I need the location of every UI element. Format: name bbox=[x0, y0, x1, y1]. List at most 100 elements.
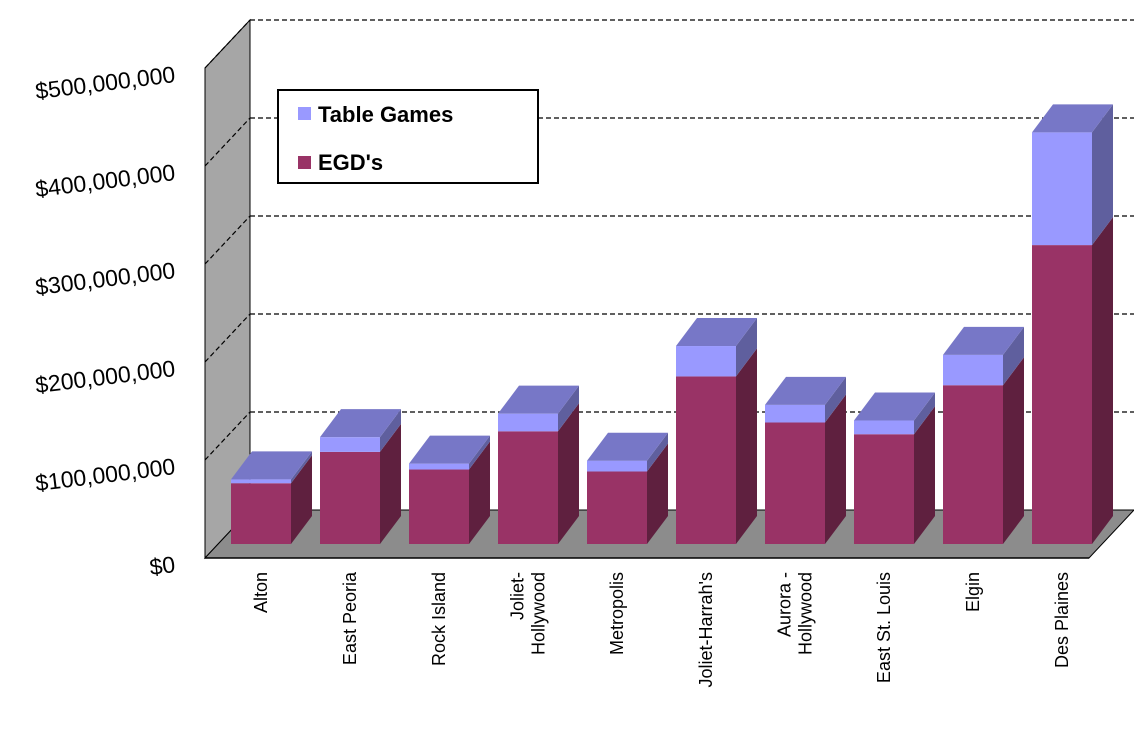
bar-rock-island bbox=[409, 435, 490, 544]
bar-egds-east-peoria-front bbox=[320, 451, 380, 544]
x-tick-label-line: Joliet-Harrah's bbox=[696, 572, 716, 687]
bars bbox=[231, 104, 1113, 544]
bar-egds-joliet-hollywood-front bbox=[498, 431, 558, 544]
bar-table-games-east-peoria-top bbox=[320, 409, 401, 438]
bar-table-games-alton-side bbox=[291, 451, 312, 484]
bar-egds-metropolis-front bbox=[587, 471, 647, 544]
y-tick-label: $500,000,000 bbox=[34, 61, 177, 104]
bar-table-games-aurora-hollywood-top bbox=[765, 376, 846, 405]
bar-egds-east-peoria-side bbox=[380, 423, 401, 544]
bar-table-games-metropolis-front bbox=[587, 460, 647, 472]
bar-egds-east-st-louis-front bbox=[854, 434, 914, 544]
x-tick-label-line: Aurora - bbox=[775, 572, 795, 637]
bar-table-games-aurora-hollywood-side bbox=[825, 376, 846, 423]
bar-table-games-joliet-hollywood-side bbox=[558, 385, 579, 432]
bar-des-plaines bbox=[1032, 104, 1113, 544]
x-tick-label-line: East Peoria bbox=[340, 571, 360, 665]
x-axis: Alton East Peoria Rock Island Joliet-Hollyw… bbox=[251, 571, 1072, 687]
x-tick-label-line: Des Plaines bbox=[1052, 572, 1072, 668]
bar-aurora-hollywood bbox=[765, 376, 846, 544]
y-tick-label: $0 bbox=[148, 551, 177, 580]
y-tick-label: $100,000,000 bbox=[34, 453, 177, 496]
x-tick-label-line: Hollywood bbox=[529, 572, 549, 655]
bar-table-games-aurora-hollywood-front bbox=[765, 404, 825, 423]
bar-table-games-elgin-front bbox=[943, 354, 1003, 386]
bar-table-games-joliet-harrah-s-side bbox=[736, 318, 757, 377]
bar-east-peoria bbox=[320, 409, 401, 544]
y-tick-label: $400,000,000 bbox=[34, 159, 177, 202]
bar-alton bbox=[231, 451, 312, 544]
bar-egds-des-plaines-side bbox=[1092, 217, 1113, 544]
bar-egds-des-plaines-front bbox=[1032, 245, 1092, 544]
x-tick-label-line: East St. Louis bbox=[874, 572, 894, 683]
bar-table-games-joliet-hollywood-front bbox=[498, 413, 558, 432]
legend-swatch-table-games bbox=[298, 107, 311, 120]
bar-egds-elgin-side bbox=[1003, 357, 1024, 544]
bar-metropolis bbox=[587, 432, 668, 544]
bar-egds-joliet-hollywood-side bbox=[558, 403, 579, 544]
x-tick-label-line: Rock Island bbox=[429, 572, 449, 666]
gridline-side bbox=[204, 313, 251, 363]
legend: Table Games EGD's bbox=[277, 89, 539, 184]
bar-table-games-joliet-harrah-s-top bbox=[676, 318, 757, 347]
bar-joliet-hollywood bbox=[498, 385, 579, 544]
bar-egds-rock-island-side bbox=[469, 441, 490, 544]
x-tick-label-line: Joliet- bbox=[508, 572, 528, 620]
x-tick-label: Alton bbox=[251, 572, 271, 613]
bar-table-games-des-plaines-top bbox=[1032, 104, 1113, 133]
x-tick-label: Elgin bbox=[963, 572, 983, 612]
bar-table-games-elgin-top bbox=[943, 326, 1024, 355]
x-tick-label-line: Metropolis bbox=[607, 572, 627, 655]
x-tick-label: Metropolis bbox=[607, 572, 627, 655]
y-axis: $0 $100,000,000 $200,000,000 $300,000,000 $4… bbox=[34, 61, 177, 580]
x-tick-label: Des Plaines bbox=[1052, 572, 1072, 668]
bar-table-games-joliet-harrah-s-front bbox=[676, 346, 736, 377]
bar-egds-aurora-hollywood-front bbox=[765, 422, 825, 544]
bar-table-games-east-st-louis-front bbox=[854, 420, 914, 435]
x-tick-label-line: Elgin bbox=[963, 572, 983, 612]
legend-label-egds: EGD's bbox=[318, 150, 383, 175]
bar-table-games-east-st-louis-top bbox=[854, 392, 935, 421]
bar-east-st-louis bbox=[854, 392, 935, 544]
bar-table-games-des-plaines-side bbox=[1092, 104, 1113, 246]
legend-label-table-games: Table Games bbox=[318, 102, 453, 127]
bar-table-games-east-peoria-front bbox=[320, 437, 380, 452]
bar-joliet-harrah-s bbox=[676, 318, 757, 544]
x-tick-label: East St. Louis bbox=[874, 572, 894, 683]
bar-elgin bbox=[943, 326, 1024, 544]
bar-table-games-metropolis-side bbox=[647, 432, 668, 472]
bar-egds-aurora-hollywood-side bbox=[825, 394, 846, 544]
x-tick-label: East Peoria bbox=[340, 571, 360, 665]
y-tick-label: $300,000,000 bbox=[34, 257, 177, 300]
legend-box bbox=[277, 89, 539, 184]
bar-egds-joliet-harrah-s-side bbox=[736, 348, 757, 544]
bar-egds-alton-front bbox=[231, 483, 291, 544]
x-tick-label: Aurora -Hollywood bbox=[775, 572, 816, 655]
bar-table-games-des-plaines-front bbox=[1032, 132, 1092, 246]
x-tick-label: Joliet-Hollywood bbox=[508, 572, 549, 655]
bar-table-games-alton-top bbox=[231, 451, 312, 480]
bar-table-games-alton-front bbox=[231, 479, 291, 484]
bar-table-games-rock-island-side bbox=[469, 435, 490, 470]
gridline-side bbox=[204, 19, 251, 69]
bar-egds-east-st-louis-side bbox=[914, 406, 935, 544]
bar-table-games-east-st-louis-side bbox=[914, 392, 935, 435]
bar-egds-alton-side bbox=[291, 455, 312, 544]
x-tick-label-line: Hollywood bbox=[796, 572, 816, 655]
bar-table-games-metropolis-top bbox=[587, 432, 668, 461]
bar-table-games-rock-island-front bbox=[409, 463, 469, 470]
y-tick-label: $200,000,000 bbox=[34, 355, 177, 398]
bar-table-games-elgin-side bbox=[1003, 326, 1024, 386]
x-tick-label: Joliet-Harrah's bbox=[696, 572, 716, 687]
x-tick-label: Rock Island bbox=[429, 572, 449, 666]
gridline-side bbox=[204, 215, 251, 265]
gridline-side bbox=[204, 117, 251, 167]
bar-table-games-joliet-hollywood-top bbox=[498, 385, 579, 414]
gridline-side bbox=[204, 411, 251, 461]
bar-egds-elgin-front bbox=[943, 385, 1003, 544]
bar-table-games-rock-island-top bbox=[409, 435, 490, 464]
x-tick-label-line: Alton bbox=[251, 572, 271, 613]
bar-table-games-east-peoria-side bbox=[380, 409, 401, 452]
bar-egds-joliet-harrah-s-front bbox=[676, 376, 736, 544]
